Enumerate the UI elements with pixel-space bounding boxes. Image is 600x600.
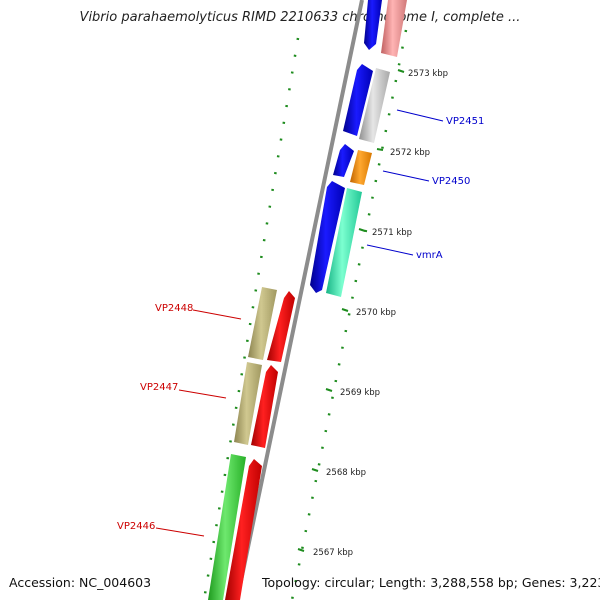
cog-bar-vp2450-orange[interactable] <box>350 150 372 185</box>
scale-tick-mark <box>376 148 384 151</box>
gene-label-vp2447[interactable]: VP2447 <box>140 382 178 393</box>
cog-bar-vp2446-green[interactable] <box>208 454 246 600</box>
forward-gene-vp2450[interactable] <box>333 144 354 177</box>
scale-label: 2569 kbp <box>340 388 380 398</box>
scale-label: 2570 kbp <box>356 308 396 318</box>
gene-label-vmra[interactable]: vmrA <box>416 250 443 261</box>
scale-tick-mark <box>358 228 366 232</box>
scale-tick-mark <box>341 308 349 312</box>
scale-label: 2571 kbp <box>372 228 412 238</box>
scale-tick-mark <box>397 69 405 73</box>
reverse-gene-vp2446[interactable] <box>225 459 262 600</box>
accession-label: Accession: NC_004603 <box>9 575 152 590</box>
scale-label: 2572 kbp <box>390 148 430 158</box>
gene-label-vp2446[interactable]: VP2446 <box>117 521 155 532</box>
leader-line-vp2447 <box>178 389 227 399</box>
scale-tick-mark <box>311 468 319 472</box>
map-title: Vibrio parahaemolyticus RIMD 2210633 chr… <box>79 10 521 25</box>
outer-axis-dashes <box>290 29 408 600</box>
scale-tick-mark <box>325 388 333 392</box>
scale-label: 2567 kbp <box>313 548 353 558</box>
gene-label-vp2448[interactable]: VP2448 <box>155 303 193 314</box>
backbone-line <box>235 0 364 600</box>
scale-label: 2568 kbp <box>326 468 366 478</box>
scale-label: 2573 kbp <box>408 69 448 79</box>
scale-tick-mark <box>297 548 305 552</box>
leader-line-vmra <box>366 244 414 256</box>
leader-line-vp2451 <box>396 109 444 122</box>
cog-bar-vp2451-grey[interactable] <box>359 68 390 143</box>
cog-bar-vp2447-khaki[interactable] <box>234 362 262 445</box>
gene-label-vp2450[interactable]: VP2450 <box>432 176 470 187</box>
cog-bar-top-pink[interactable] <box>381 0 407 57</box>
forward-gene-vp2451[interactable] <box>343 64 373 136</box>
leader-line-vp2446 <box>155 527 205 537</box>
forward-gene-top[interactable] <box>364 0 382 50</box>
topology-label: Topology: circular; Length: 3,288,558 bp… <box>262 575 600 590</box>
reverse-gene-vp2448[interactable] <box>267 291 295 362</box>
cog-bar-vmra-aquamarine[interactable] <box>326 188 362 297</box>
leader-line-vp2448 <box>192 309 242 320</box>
leader-line-vp2450 <box>382 170 430 182</box>
gene-label-vp2451[interactable]: VP2451 <box>446 116 484 127</box>
cog-bar-vp2448-khaki[interactable] <box>248 287 277 360</box>
forward-gene-vmra[interactable] <box>310 181 345 293</box>
reverse-gene-vp2447[interactable] <box>251 365 278 448</box>
